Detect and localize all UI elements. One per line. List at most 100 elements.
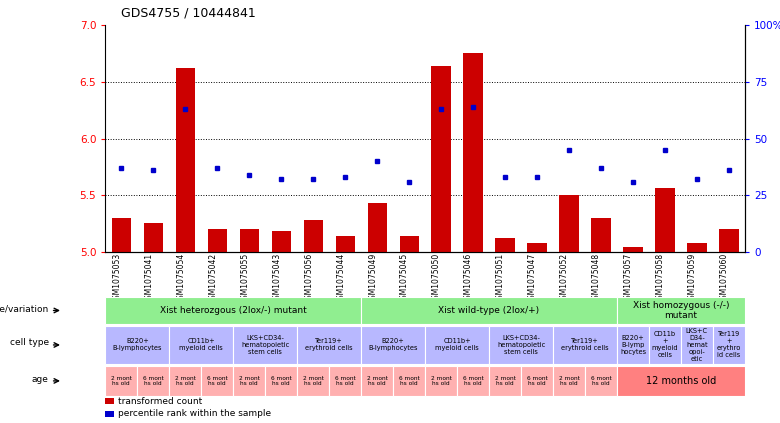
Bar (169, 326, 233, 364)
Bar (207, 229, 227, 252)
Text: 2 mont
hs old: 2 mont hs old (431, 376, 452, 386)
Text: CD11b+
myeloid cells: CD11b+ myeloid cells (435, 338, 479, 352)
Text: percentile rank within the sample: percentile rank within the sample (118, 409, 271, 418)
Bar (713, 326, 745, 364)
Bar (399, 236, 419, 252)
Bar (303, 220, 323, 252)
Text: 6 mont
hs old: 6 mont hs old (463, 376, 484, 386)
Text: Ter119+
erythroid cells: Ter119+ erythroid cells (305, 338, 353, 352)
Text: 6 mont
hs old: 6 mont hs old (271, 376, 292, 386)
Text: 6 mont
hs old: 6 mont hs old (590, 376, 612, 386)
Text: genotype/variation: genotype/variation (0, 305, 48, 313)
Text: 6 mont
hs old: 6 mont hs old (143, 376, 164, 386)
Text: 12 months old: 12 months old (646, 376, 716, 386)
Text: 2 mont
hs old: 2 mont hs old (558, 376, 580, 386)
Bar (495, 238, 515, 252)
Bar (425, 366, 457, 396)
Text: CD11b+
myeloid cells: CD11b+ myeloid cells (179, 338, 223, 352)
Bar (329, 366, 361, 396)
Bar (105, 297, 361, 324)
Text: GSM1075043: GSM1075043 (272, 253, 281, 304)
Bar (617, 326, 649, 364)
Bar (367, 203, 387, 252)
Text: GSM1075051: GSM1075051 (496, 253, 505, 304)
Bar (553, 326, 617, 364)
Bar (623, 247, 643, 252)
Text: LKS+CD34-
hematopoietic
stem cells: LKS+CD34- hematopoietic stem cells (497, 335, 545, 355)
Bar (361, 297, 617, 324)
Bar (719, 229, 739, 252)
Text: GSM1075048: GSM1075048 (592, 253, 601, 304)
Bar (201, 366, 233, 396)
Text: Ter119+
erythroid cells: Ter119+ erythroid cells (561, 338, 609, 352)
Text: GSM1075057: GSM1075057 (624, 253, 633, 304)
Text: GSM1075046: GSM1075046 (464, 253, 473, 304)
Bar (105, 366, 137, 396)
Bar (553, 366, 585, 396)
Bar (649, 326, 681, 364)
Text: CD11b
+
myeloid
cells: CD11b + myeloid cells (651, 332, 679, 358)
Bar (361, 366, 393, 396)
Text: cell type: cell type (9, 338, 48, 347)
Text: 6 mont
hs old: 6 mont hs old (526, 376, 548, 386)
Bar (655, 188, 675, 252)
Text: Xist wild-type (2lox/+): Xist wild-type (2lox/+) (438, 306, 540, 315)
Text: 2 mont
hs old: 2 mont hs old (495, 376, 516, 386)
Text: Xist heterozgous (2lox/-) mutant: Xist heterozgous (2lox/-) mutant (160, 306, 307, 315)
Bar (112, 218, 131, 252)
Text: 2 mont
hs old: 2 mont hs old (303, 376, 324, 386)
Bar (335, 236, 355, 252)
Bar (521, 366, 553, 396)
Bar (591, 218, 611, 252)
Bar (105, 398, 114, 404)
Text: GSM1075059: GSM1075059 (688, 253, 697, 304)
Bar (271, 231, 291, 252)
Bar (617, 297, 745, 324)
Bar (489, 366, 521, 396)
Text: transformed count: transformed count (118, 397, 202, 406)
Text: GSM1075060: GSM1075060 (720, 253, 729, 304)
Bar (489, 326, 553, 364)
Bar (361, 326, 425, 364)
Text: GSM1075044: GSM1075044 (336, 253, 345, 304)
Bar (425, 326, 489, 364)
Bar (457, 366, 489, 396)
Text: GSM1075058: GSM1075058 (656, 253, 665, 304)
Text: age: age (32, 375, 48, 384)
Text: 6 mont
hs old: 6 mont hs old (335, 376, 356, 386)
Bar (176, 69, 195, 252)
Bar (559, 195, 579, 252)
Bar (265, 366, 297, 396)
Text: 2 mont
hs old: 2 mont hs old (367, 376, 388, 386)
Bar (617, 366, 745, 396)
Bar (169, 366, 201, 396)
Bar (297, 366, 329, 396)
Text: GDS4755 / 10444841: GDS4755 / 10444841 (121, 6, 256, 19)
Text: GSM1075045: GSM1075045 (400, 253, 409, 304)
Bar (105, 411, 114, 417)
Text: GSM1075047: GSM1075047 (528, 253, 537, 304)
Text: GSM1075054: GSM1075054 (176, 253, 186, 304)
Text: GSM1075041: GSM1075041 (144, 253, 153, 304)
Text: 2 mont
hs old: 2 mont hs old (111, 376, 132, 386)
Text: GSM1075042: GSM1075042 (208, 253, 217, 304)
Text: B220+
B-lymp
hocytes: B220+ B-lymp hocytes (620, 335, 646, 355)
Text: LKS+C
D34-
hemat
opoi-
etic: LKS+C D34- hemat opoi- etic (686, 328, 708, 362)
Text: Ter119
+
erythro
id cells: Ter119 + erythro id cells (717, 332, 741, 358)
Text: 2 mont
hs old: 2 mont hs old (239, 376, 260, 386)
Text: 6 mont
hs old: 6 mont hs old (399, 376, 420, 386)
Bar (297, 326, 361, 364)
Bar (463, 52, 483, 252)
Bar (431, 66, 451, 252)
Text: GSM1075056: GSM1075056 (304, 253, 314, 304)
Text: 2 mont
hs old: 2 mont hs old (175, 376, 196, 386)
Bar (137, 366, 169, 396)
Bar (681, 326, 713, 364)
Text: GSM1075050: GSM1075050 (432, 253, 441, 304)
Bar (393, 366, 425, 396)
Bar (527, 243, 547, 252)
Text: GSM1075052: GSM1075052 (560, 253, 569, 304)
Text: 6 mont
hs old: 6 mont hs old (207, 376, 228, 386)
Text: GSM1075055: GSM1075055 (240, 253, 249, 304)
Text: LKS+CD34-
hematopoietic
stem cells: LKS+CD34- hematopoietic stem cells (241, 335, 289, 355)
